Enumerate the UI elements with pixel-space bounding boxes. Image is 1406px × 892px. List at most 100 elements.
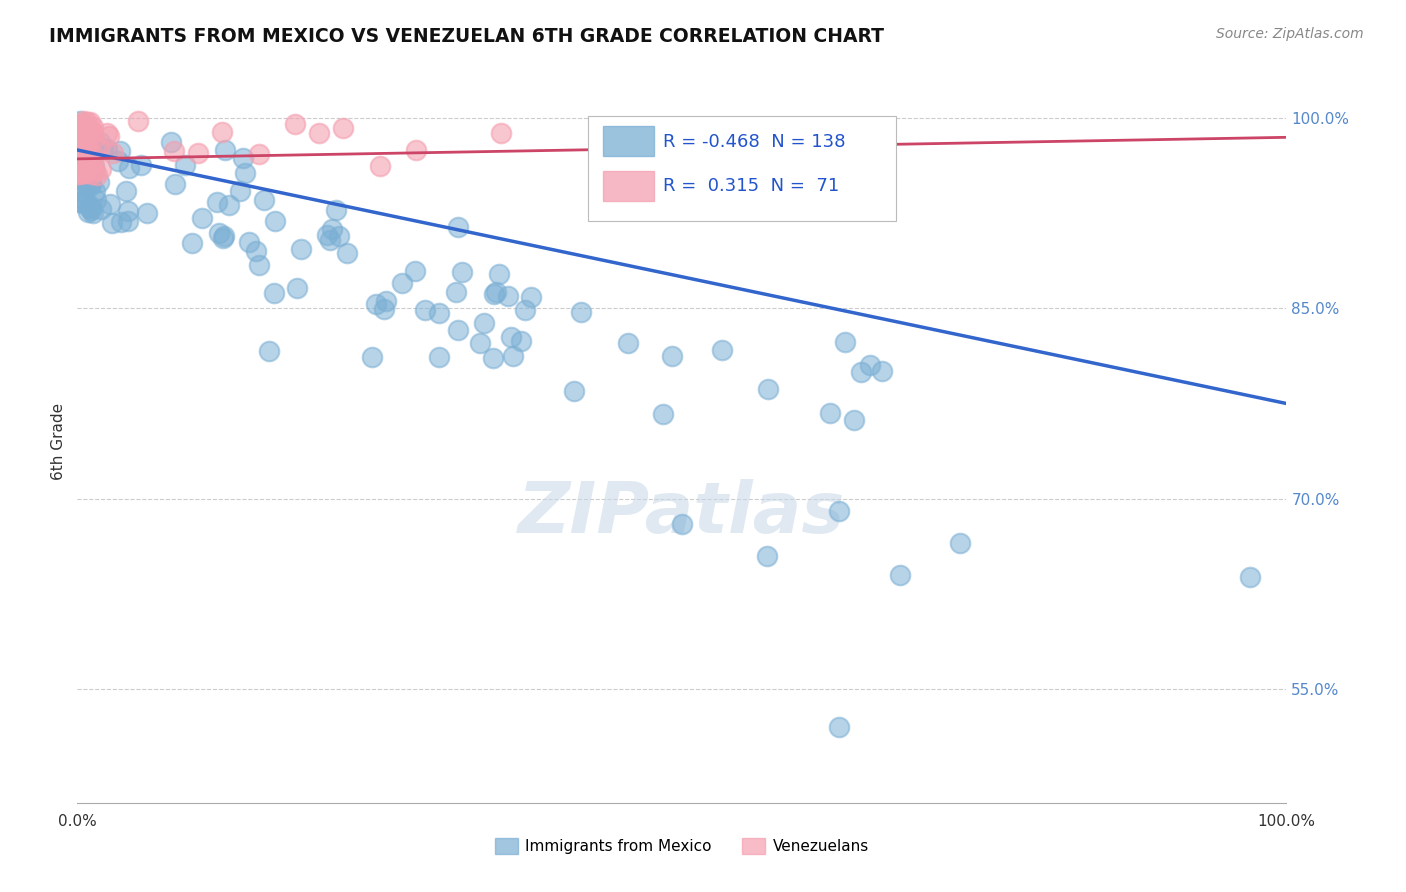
Point (76, 158, 98, 172)
Point (212, 231, 235, 245)
Point (859, 359, 882, 373)
Point (107, 154, 129, 169)
Point (115, 184, 138, 198)
Point (264, 214, 287, 228)
Point (72, 140, 94, 154)
Point (79, 202, 101, 217)
Point (110, 215, 132, 229)
Point (1239, 570, 1261, 584)
Point (84, 185, 107, 199)
Point (391, 277, 413, 291)
Point (485, 285, 508, 299)
Point (69, 122, 91, 136)
Point (489, 127, 512, 141)
Point (79, 200, 101, 214)
Text: Source: ZipAtlas.com: Source: ZipAtlas.com (1216, 27, 1364, 41)
Point (83, 164, 105, 178)
Point (321, 222, 343, 236)
Point (820, 406, 842, 420)
Point (77, 150, 100, 164)
Point (98, 129, 121, 144)
Point (70, 159, 93, 173)
Point (87, 175, 110, 189)
Point (117, 204, 139, 219)
Point (163, 177, 186, 191)
Point (67, 136, 90, 150)
Point (69, 136, 91, 151)
Point (79, 175, 101, 189)
Legend: Immigrants from Mexico, Venezuelans: Immigrants from Mexico, Venezuelans (489, 832, 875, 860)
Point (562, 384, 585, 398)
Point (110, 144, 132, 158)
Point (73, 131, 96, 145)
Point (413, 302, 436, 317)
Point (76, 128, 98, 143)
Point (69, 133, 91, 147)
Point (181, 235, 204, 250)
FancyBboxPatch shape (603, 170, 654, 201)
Point (472, 317, 495, 331)
Point (73, 166, 96, 180)
Point (67, 121, 90, 136)
Point (77, 205, 100, 219)
Point (160, 135, 183, 149)
Point (73, 166, 96, 180)
Point (82, 120, 104, 134)
Point (69, 164, 91, 178)
Point (229, 184, 252, 198)
Point (502, 349, 524, 363)
Point (191, 211, 214, 226)
Point (76, 132, 98, 146)
Point (290, 242, 312, 256)
Point (496, 289, 519, 303)
Point (80, 143, 103, 157)
Point (73, 131, 96, 145)
Point (163, 144, 186, 158)
Point (75, 194, 97, 209)
Point (67, 144, 90, 158)
Point (67, 167, 90, 181)
Point (247, 258, 270, 272)
Point (238, 235, 260, 249)
Point (72, 139, 94, 153)
Point (828, 504, 851, 518)
Point (404, 263, 426, 277)
Point (316, 227, 339, 242)
Point (101, 216, 124, 230)
Point (79, 114, 101, 128)
Point (174, 158, 197, 172)
Point (76, 137, 98, 152)
Point (73, 113, 96, 128)
Text: IMMIGRANTS FROM MEXICO VS VENEZUELAN 6TH GRADE CORRELATION CHART: IMMIGRANTS FROM MEXICO VS VENEZUELAN 6TH… (49, 27, 884, 45)
Point (77, 141, 100, 155)
Point (375, 293, 398, 308)
Point (127, 114, 149, 128)
Text: ZIPatlas: ZIPatlas (519, 479, 845, 549)
Point (135, 205, 157, 219)
Point (75, 132, 97, 146)
Point (72, 162, 94, 177)
Point (67, 164, 90, 178)
Point (75, 136, 97, 150)
Point (208, 227, 231, 241)
Point (79, 122, 101, 136)
Point (72, 146, 94, 161)
Point (308, 126, 330, 140)
Point (325, 202, 347, 217)
Point (710, 343, 733, 358)
Point (67, 133, 90, 147)
Point (75, 153, 97, 167)
Point (75, 133, 97, 147)
Point (245, 244, 267, 259)
Point (67, 139, 90, 153)
Point (67, 153, 90, 167)
Text: R =  0.315  N =  71: R = 0.315 N = 71 (662, 177, 839, 194)
Point (98, 197, 121, 211)
Point (76, 176, 98, 190)
Point (82, 162, 104, 177)
Point (72, 126, 94, 140)
Point (361, 350, 384, 364)
Point (73, 161, 96, 176)
Y-axis label: 6th Grade: 6th Grade (51, 403, 66, 480)
Point (72, 185, 94, 199)
